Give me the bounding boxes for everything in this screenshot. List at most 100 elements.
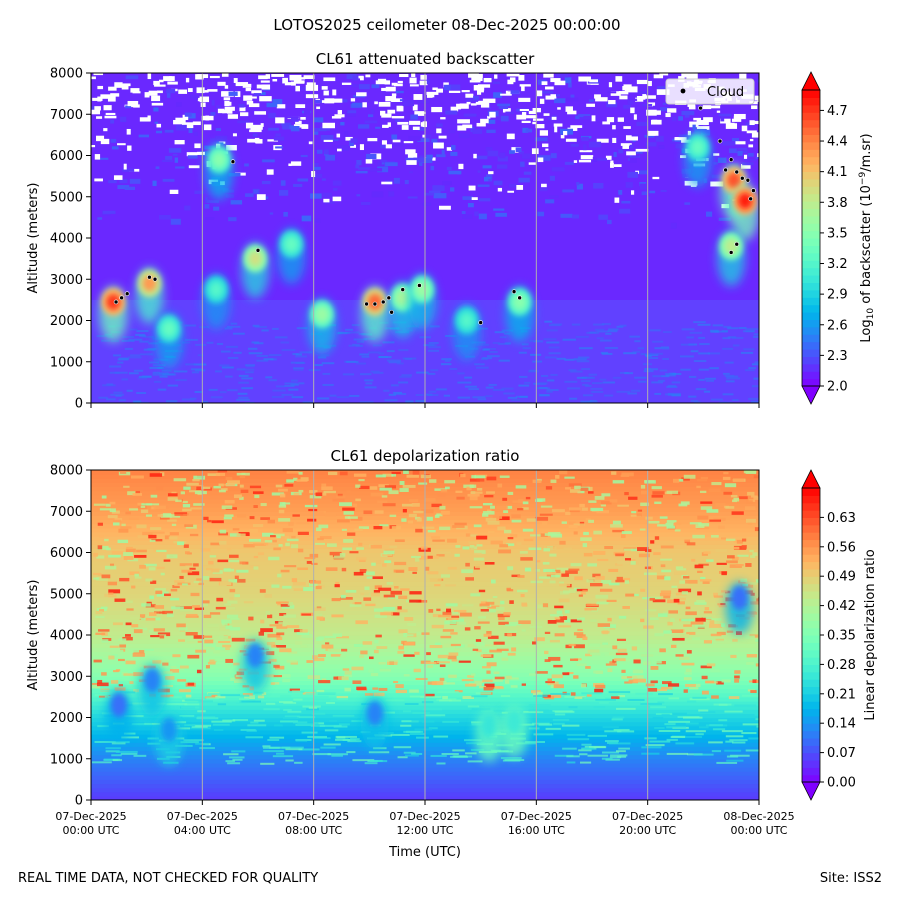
noise-cell xyxy=(641,700,658,703)
noise-cell xyxy=(494,686,504,690)
noise-cell xyxy=(118,638,127,641)
noise-cell xyxy=(126,546,133,550)
noise-cell xyxy=(507,396,518,399)
noise-cell xyxy=(570,370,583,373)
noise-cell xyxy=(162,671,173,674)
noise-cell xyxy=(351,102,363,107)
noise-cell xyxy=(121,83,131,87)
noise-cell xyxy=(246,729,257,732)
noise-cell xyxy=(209,75,220,79)
noise-cell xyxy=(465,683,477,687)
noise-cell xyxy=(93,577,99,580)
noise-cell xyxy=(401,518,407,522)
noise-cell xyxy=(601,580,612,584)
noise-cell xyxy=(501,329,514,332)
noise-cell xyxy=(355,620,368,625)
noise-cell xyxy=(209,577,222,582)
noise-cell xyxy=(193,563,199,567)
noise-cell xyxy=(298,382,305,385)
noise-cell xyxy=(539,187,548,192)
noise-cell xyxy=(241,377,253,380)
noise-cell xyxy=(577,628,583,632)
noise-cell xyxy=(681,662,695,666)
colorbar-segment xyxy=(802,97,820,106)
noise-cell xyxy=(430,754,447,757)
noise-cell xyxy=(204,145,215,150)
noise-cell xyxy=(438,205,451,210)
noise-cell xyxy=(643,572,657,576)
noise-cell xyxy=(566,761,576,764)
noise-cell xyxy=(173,370,188,373)
noise-cell xyxy=(274,336,288,339)
noise-cell xyxy=(617,504,629,507)
noise-cell xyxy=(118,357,130,360)
noise-cell xyxy=(623,577,631,582)
noise-cell xyxy=(754,527,759,532)
noise-cell xyxy=(133,689,140,693)
noise-cell xyxy=(478,589,486,593)
noise-cell xyxy=(439,505,446,510)
colorbar-tick-label: 0.14 xyxy=(827,717,856,732)
noise-cell xyxy=(144,722,161,725)
noise-cell xyxy=(473,85,485,91)
noise-cell xyxy=(197,640,202,643)
noise-cell xyxy=(476,535,488,540)
noise-cell xyxy=(679,633,690,638)
noise-cell xyxy=(404,703,419,706)
noise-cell xyxy=(749,120,755,126)
noise-cell xyxy=(175,117,184,123)
noise-cell xyxy=(325,154,336,161)
noise-cell xyxy=(305,692,320,695)
noise-cell xyxy=(101,639,109,643)
noise-cell xyxy=(290,379,298,382)
noise-cell xyxy=(159,517,170,520)
noise-cell xyxy=(235,675,247,678)
noise-cell xyxy=(666,525,676,529)
noise-cell xyxy=(152,371,160,374)
noise-cell xyxy=(659,593,671,597)
noise-cell xyxy=(560,213,573,218)
noise-cell xyxy=(693,719,713,722)
noise-cell xyxy=(224,327,233,330)
noise-cell xyxy=(498,549,512,554)
noise-cell xyxy=(589,583,603,587)
noise-cell xyxy=(95,664,103,669)
noise-cell xyxy=(424,693,435,697)
noise-cell xyxy=(441,363,452,366)
noise-cell xyxy=(184,338,198,341)
noise-cell xyxy=(301,613,312,616)
noise-cell xyxy=(314,542,326,545)
noise-cell xyxy=(475,76,483,82)
noise-cell xyxy=(569,489,581,493)
noise-cell xyxy=(117,539,129,544)
noise-cell xyxy=(664,393,673,396)
noise-cell xyxy=(683,474,696,479)
noise-cell xyxy=(656,89,670,95)
noise-cell xyxy=(91,682,98,686)
noise-cell xyxy=(272,755,294,758)
noise-cell xyxy=(521,343,529,346)
noise-cell xyxy=(193,363,207,366)
noise-cell xyxy=(241,472,250,476)
noise-cell xyxy=(588,491,594,494)
noise-cell xyxy=(630,514,641,517)
colorbar-segment xyxy=(802,304,820,313)
noise-cell xyxy=(528,727,540,730)
noise-cell xyxy=(711,482,722,486)
noise-cell xyxy=(670,222,677,229)
noise-cell xyxy=(139,564,146,569)
noise-cell xyxy=(358,479,365,482)
noise-cell xyxy=(218,483,224,487)
noise-cell xyxy=(378,587,392,591)
noise-cell xyxy=(108,595,117,598)
noise-cell xyxy=(563,547,573,551)
noise-cell xyxy=(97,157,109,160)
noise-cell xyxy=(742,162,754,166)
noise-cell xyxy=(416,371,429,374)
depolarization-features xyxy=(104,581,754,766)
noise-cell xyxy=(324,729,339,732)
noise-cell xyxy=(120,752,138,755)
noise-cell xyxy=(474,642,485,646)
noise-cell xyxy=(642,597,651,600)
noise-cell xyxy=(167,497,178,501)
